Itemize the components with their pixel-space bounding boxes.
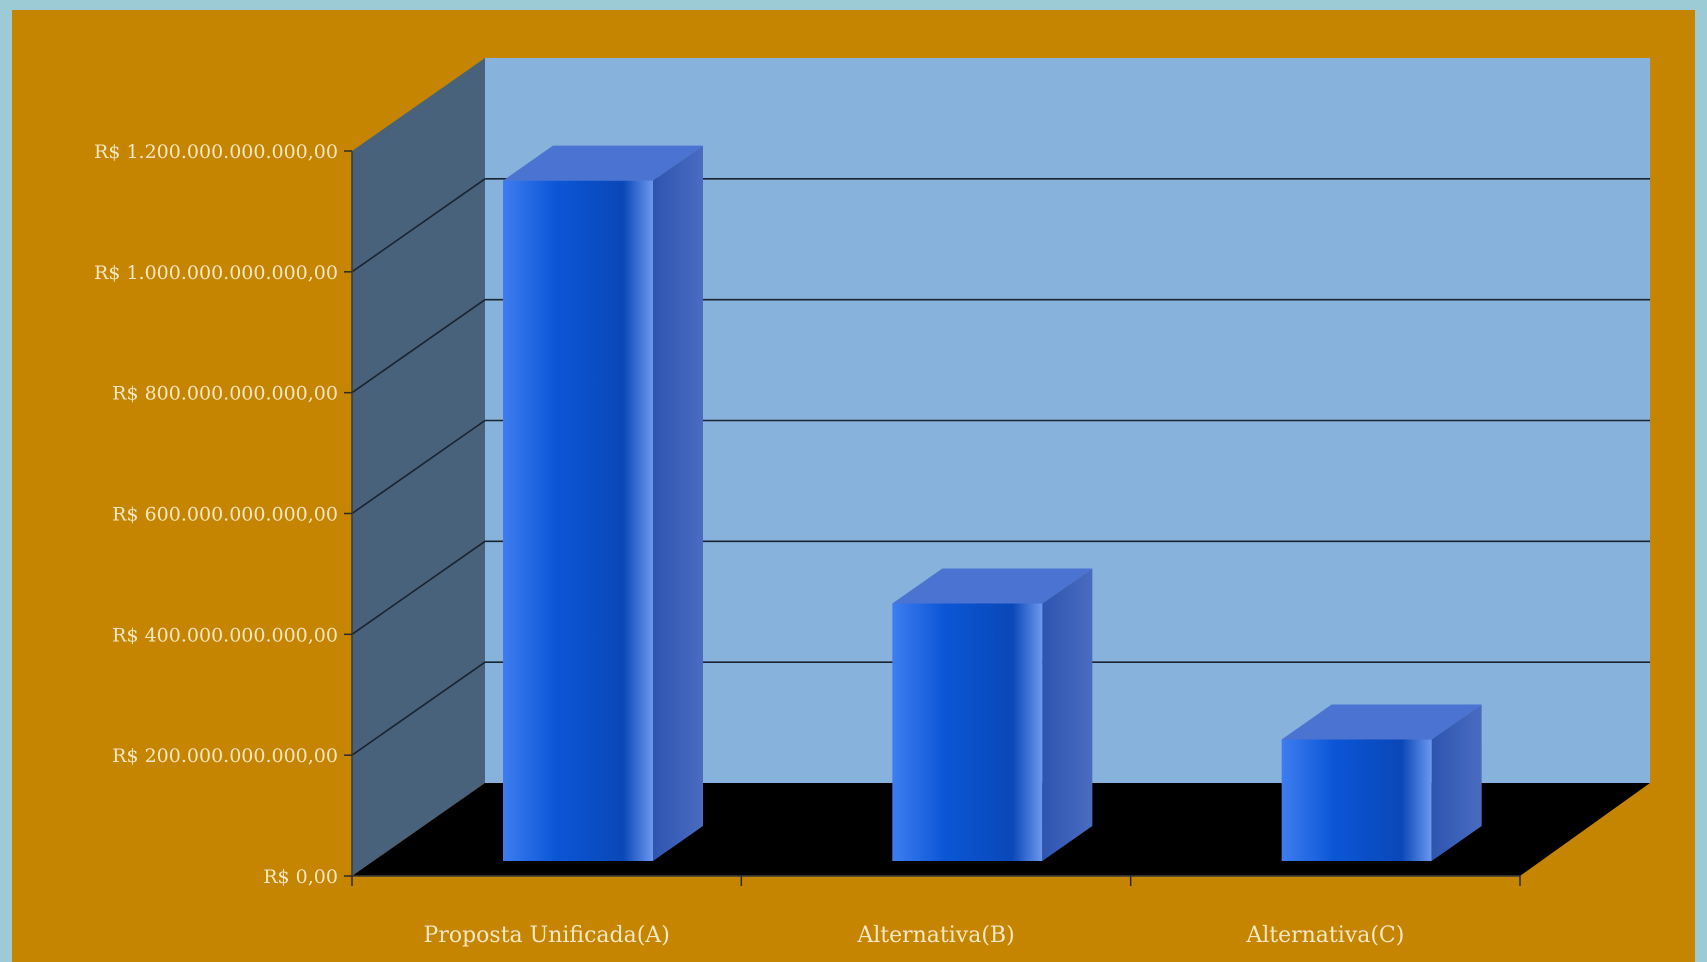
y-tick-label: R$ 400.000.000.000,00 [112,624,338,646]
gridline-side [351,299,486,394]
bar-front [503,180,653,862]
bar [892,568,1093,861]
bar-top [503,145,703,181]
gridline-side [351,540,486,635]
x-category-label: Alternativa(C) [1245,923,1404,948]
bar-top [892,568,1093,604]
y-tick-label: R$ 600.000.000.000,00 [112,504,338,526]
bar-front [892,603,1043,861]
y-tick-label: R$ 1.000.000.000.000,00 [94,262,338,284]
bar-front [1281,739,1432,861]
gridline-side [351,178,486,273]
bar-chart: R$ 0,00 R$ 200.000.000.000,00 R$ 400.000.0… [94,58,1650,948]
y-tick-label: R$ 800.000.000.000,00 [112,383,338,405]
bar [503,145,703,862]
chart-frame: R$ 0,00 R$ 200.000.000.000,00 R$ 400.000.0… [12,10,1695,962]
bar-side [1042,568,1093,861]
y-tick-label: R$ 0,00 [263,866,338,888]
y-tick-label: R$ 200.000.000.000,00 [112,745,338,767]
bar [1281,704,1482,861]
bar-side [1431,704,1482,861]
x-category-label: Alternativa(B) [856,923,1014,948]
y-tick-label: R$ 1.200.000.000.000,00 [94,141,338,163]
bar-top [1281,704,1482,740]
x-category-label: Proposta Unificada(A) [424,923,670,948]
gridline-side [351,661,486,756]
bar-side [653,145,703,862]
gridline-side [351,419,486,515]
